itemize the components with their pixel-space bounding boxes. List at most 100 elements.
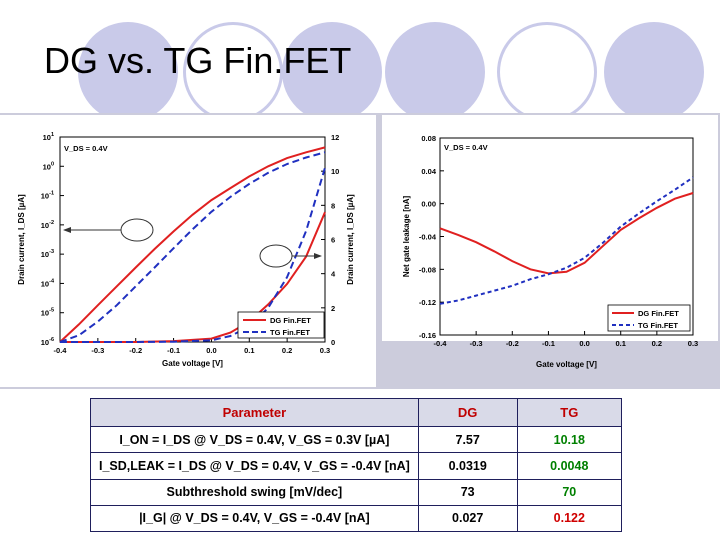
y-right-tick-label: 0: [331, 338, 335, 347]
annotation-vds: V_DS = 0.4V: [444, 143, 488, 152]
y-left-tick-label: 10-6: [41, 337, 54, 347]
tg-cell: 10.18: [516, 425, 623, 454]
y-tick-label: -0.08: [419, 265, 436, 274]
x-tick-label: -0.1: [542, 339, 555, 348]
y-left-tick-label: 100: [43, 161, 54, 171]
tick-base: 10: [41, 279, 49, 288]
legend-label-tg: TG Fin.FET: [638, 321, 678, 330]
y-left-tick-label: 101: [43, 132, 54, 142]
decor-circle-1: [78, 22, 178, 122]
header-tg: TG: [516, 398, 623, 427]
slide-title: DG vs. TG Fin.FET: [44, 40, 352, 81]
parameter-table: Parameter DG TG I_ON = I_DS @ V_DS = 0.4…: [90, 398, 623, 533]
decor-circle-4: [385, 22, 485, 122]
y-tick-label: -0.12: [419, 298, 436, 307]
tick-base: 10: [41, 250, 49, 259]
left-chart: -0.4 -0.3 -0.2 -0.1 0.0 0.1 0.2 0.310110010-110…: [17, 132, 355, 368]
y-left-tick-label: 10-2: [41, 220, 54, 230]
figure-panel: -0.4 -0.3 -0.2 -0.1 0.0 0.1 0.2 0.3 101 100 10-1 10…: [0, 113, 720, 389]
legend-label-dg: DG Fin.FET: [270, 316, 311, 325]
x-tick-label: 0.2: [652, 339, 662, 348]
tick-base: 10: [43, 162, 51, 171]
table-row: I_ON = I_DS @ V_DS = 0.4V, V_GS = 0.3V […: [90, 425, 623, 454]
series-line-0: [59, 146, 326, 343]
param-cell: Subthreshold swing [mV/dec]: [90, 478, 419, 506]
legend-box: [237, 311, 325, 339]
x-tick-label: -0.2: [129, 346, 142, 355]
tick-base: 10: [43, 133, 51, 142]
dg-cell: 0.027: [417, 504, 518, 533]
tick-exponent: 1: [51, 132, 54, 138]
y-tick-label: 0.04: [421, 167, 436, 176]
legend-label-dg: DG Fin.FET: [638, 309, 679, 318]
x-tick-label: 0.0: [579, 339, 589, 348]
dg-cell: 73: [417, 478, 518, 506]
y-axis-label: Net gate leakage [nA]: [402, 195, 411, 277]
table-row: Subthreshold swing [mV/dec] 73 70: [90, 478, 623, 506]
x-tick-label: -0.3: [470, 339, 483, 348]
decor-circle-6: [604, 22, 704, 122]
dg-cell: 0.0319: [417, 452, 518, 480]
x-tick-label: -0.4: [54, 346, 68, 355]
tick-exponent: -5: [49, 308, 54, 314]
x-tick-label: 0.3: [320, 346, 330, 355]
header-dg: DG: [417, 398, 518, 427]
y-left-tick-label: 10-1: [41, 191, 54, 201]
tick-exponent: -6: [49, 337, 54, 343]
y-axis-label-left: Drain current, I_DS [µA]: [17, 194, 26, 285]
y-tick-label: 0.08: [421, 134, 436, 143]
x-tick-label: 0.1: [615, 339, 625, 348]
decor-circle-2: [183, 22, 283, 122]
y-tick-label: -0.16: [419, 331, 436, 340]
param-cell: I_SD,LEAK = I_DS @ V_DS = 0.4V, V_GS = -…: [90, 452, 419, 480]
y-right-tick-label: 12: [331, 133, 339, 142]
header-parameter: Parameter: [90, 398, 419, 427]
tick-exponent: 0: [51, 161, 54, 167]
series-line-1: [439, 176, 694, 305]
x-tick-label: 0.2: [282, 346, 292, 355]
decor-circle-3: [282, 22, 382, 122]
x-axis-label: Gate voltage [V]: [536, 360, 597, 369]
decor-circle-5: [497, 22, 597, 122]
series-line-0: [439, 192, 694, 275]
tick-exponent: -3: [49, 249, 54, 255]
x-tick-label: 0.0: [206, 346, 216, 355]
legend-box: [607, 304, 691, 332]
tg-cell: 70: [516, 478, 623, 506]
table-header-row: Parameter DG TG: [90, 398, 623, 427]
tg-cell: 0.0048: [516, 452, 623, 480]
y-right-tick-label: 10: [331, 167, 339, 176]
annotation-vds: V_DS = 0.4V: [64, 144, 108, 153]
legend-label-tg: TG Fin.FET: [270, 328, 310, 337]
x-tick-label: 0.3: [688, 339, 698, 348]
param-cell: I_ON = I_DS @ V_DS = 0.4V, V_GS = 0.3V […: [90, 425, 419, 454]
x-tick-label: -0.4: [434, 339, 448, 348]
x-tick-label: -0.1: [167, 346, 180, 355]
param-cell: |I_G| @ V_DS = 0.4V, V_GS = -0.4V [nA]: [90, 504, 419, 533]
table-row: |I_G| @ V_DS = 0.4V, V_GS = -0.4V [nA] 0…: [90, 504, 623, 533]
tick-exponent: -2: [49, 220, 54, 226]
y-left-tick-label: 10-3: [41, 249, 54, 259]
x-tick-label: -0.3: [91, 346, 104, 355]
x-tick-label: -0.2: [506, 339, 519, 348]
y-left-tick-label: 10-5: [41, 308, 54, 318]
y-tick-label: 0.00: [421, 200, 436, 209]
tick-base: 10: [41, 309, 49, 318]
x-axis-label: Gate voltage [V]: [162, 359, 223, 368]
dg-cell: 7.57: [417, 425, 518, 454]
right-chart: -0.4 -0.3 -0.2 -0.1 0.0 0.1 0.2 0.3 0.08 0.04 0.00…: [402, 134, 698, 369]
tg-cell: 0.122: [516, 504, 623, 533]
y-axis-label-right: Drain current, I_DS [µA]: [346, 194, 355, 285]
right-chart-bg: [382, 115, 718, 341]
y-right-tick-label: 6: [331, 236, 335, 245]
figure-svg: -0.4 -0.3 -0.2 -0.1 0.0 0.1 0.2 0.310110010-110…: [0, 115, 718, 387]
table-row: I_SD,LEAK = I_DS @ V_DS = 0.4V, V_GS = -…: [90, 452, 623, 480]
tick-base: 10: [41, 221, 49, 230]
tick-base: 10: [41, 338, 49, 347]
tick-exponent: -1: [49, 191, 54, 197]
y-right-tick-label: 4: [331, 270, 336, 279]
y-right-tick-label: 8: [331, 201, 335, 210]
tick-exponent: -4: [49, 278, 55, 284]
x-tick-label: 0.1: [244, 346, 254, 355]
y-tick-label: -0.04: [419, 233, 437, 242]
